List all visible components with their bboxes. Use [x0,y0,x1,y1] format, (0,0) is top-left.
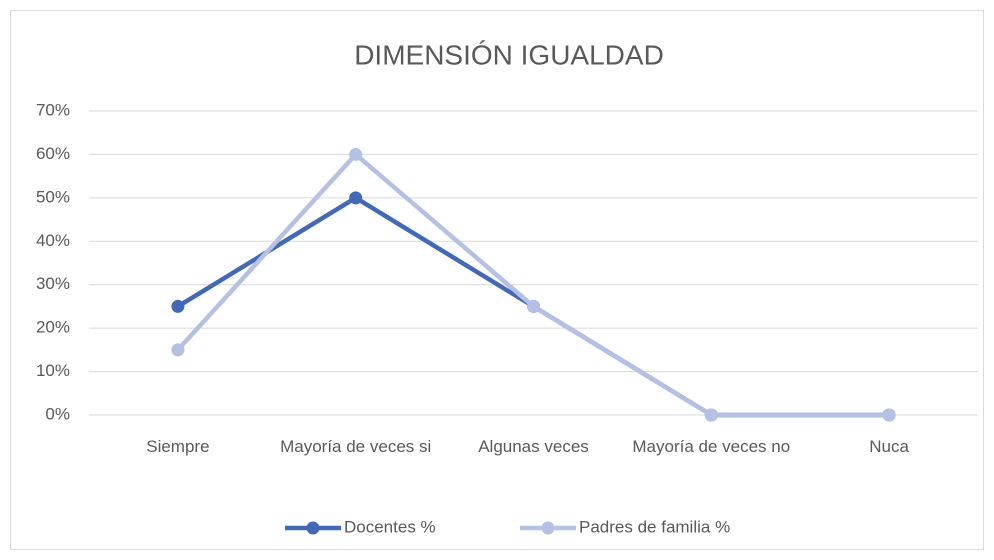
x-tick-label-box: Siempre [146,437,210,456]
legend-marker [306,521,320,535]
point [171,343,185,357]
legend-label: Docentes % [344,517,436,536]
x-tick-label: Algunas veces [478,437,589,456]
x-tick-label: Mayoría de veces no [632,437,791,456]
point [171,299,185,313]
chart-border [10,10,984,550]
point [349,147,363,161]
y-tick-label: 0% [45,404,70,423]
x-tick-label-box: Mayoría de veces si [280,437,432,456]
point [882,408,896,422]
x-tick-label: Nuca [869,437,909,456]
x-tick-label-box: Algunas veces [478,437,589,456]
y-tick-label: 10% [36,361,70,380]
y-tick-label: 70% [36,100,70,119]
legend-label: Padres de familia % [579,517,730,536]
x-tick-label-box: Nuca [869,437,909,456]
chart-title: DIMENSIÓN IGUALDAD [354,39,664,70]
y-tick-label: 50% [36,187,70,206]
y-tick-label: 30% [36,274,70,293]
point [704,408,718,422]
point [349,191,363,205]
point [527,299,540,313]
y-tick-label: 20% [36,318,70,337]
y-tick-label: 60% [36,144,70,163]
x-tick-label: Siempre [146,437,210,456]
x-tick-label-box: Mayoría de veces no [632,437,791,456]
legend-marker [541,521,555,535]
y-tick-label: 40% [36,231,70,250]
x-tick-label: Mayoría de veces si [280,437,432,456]
